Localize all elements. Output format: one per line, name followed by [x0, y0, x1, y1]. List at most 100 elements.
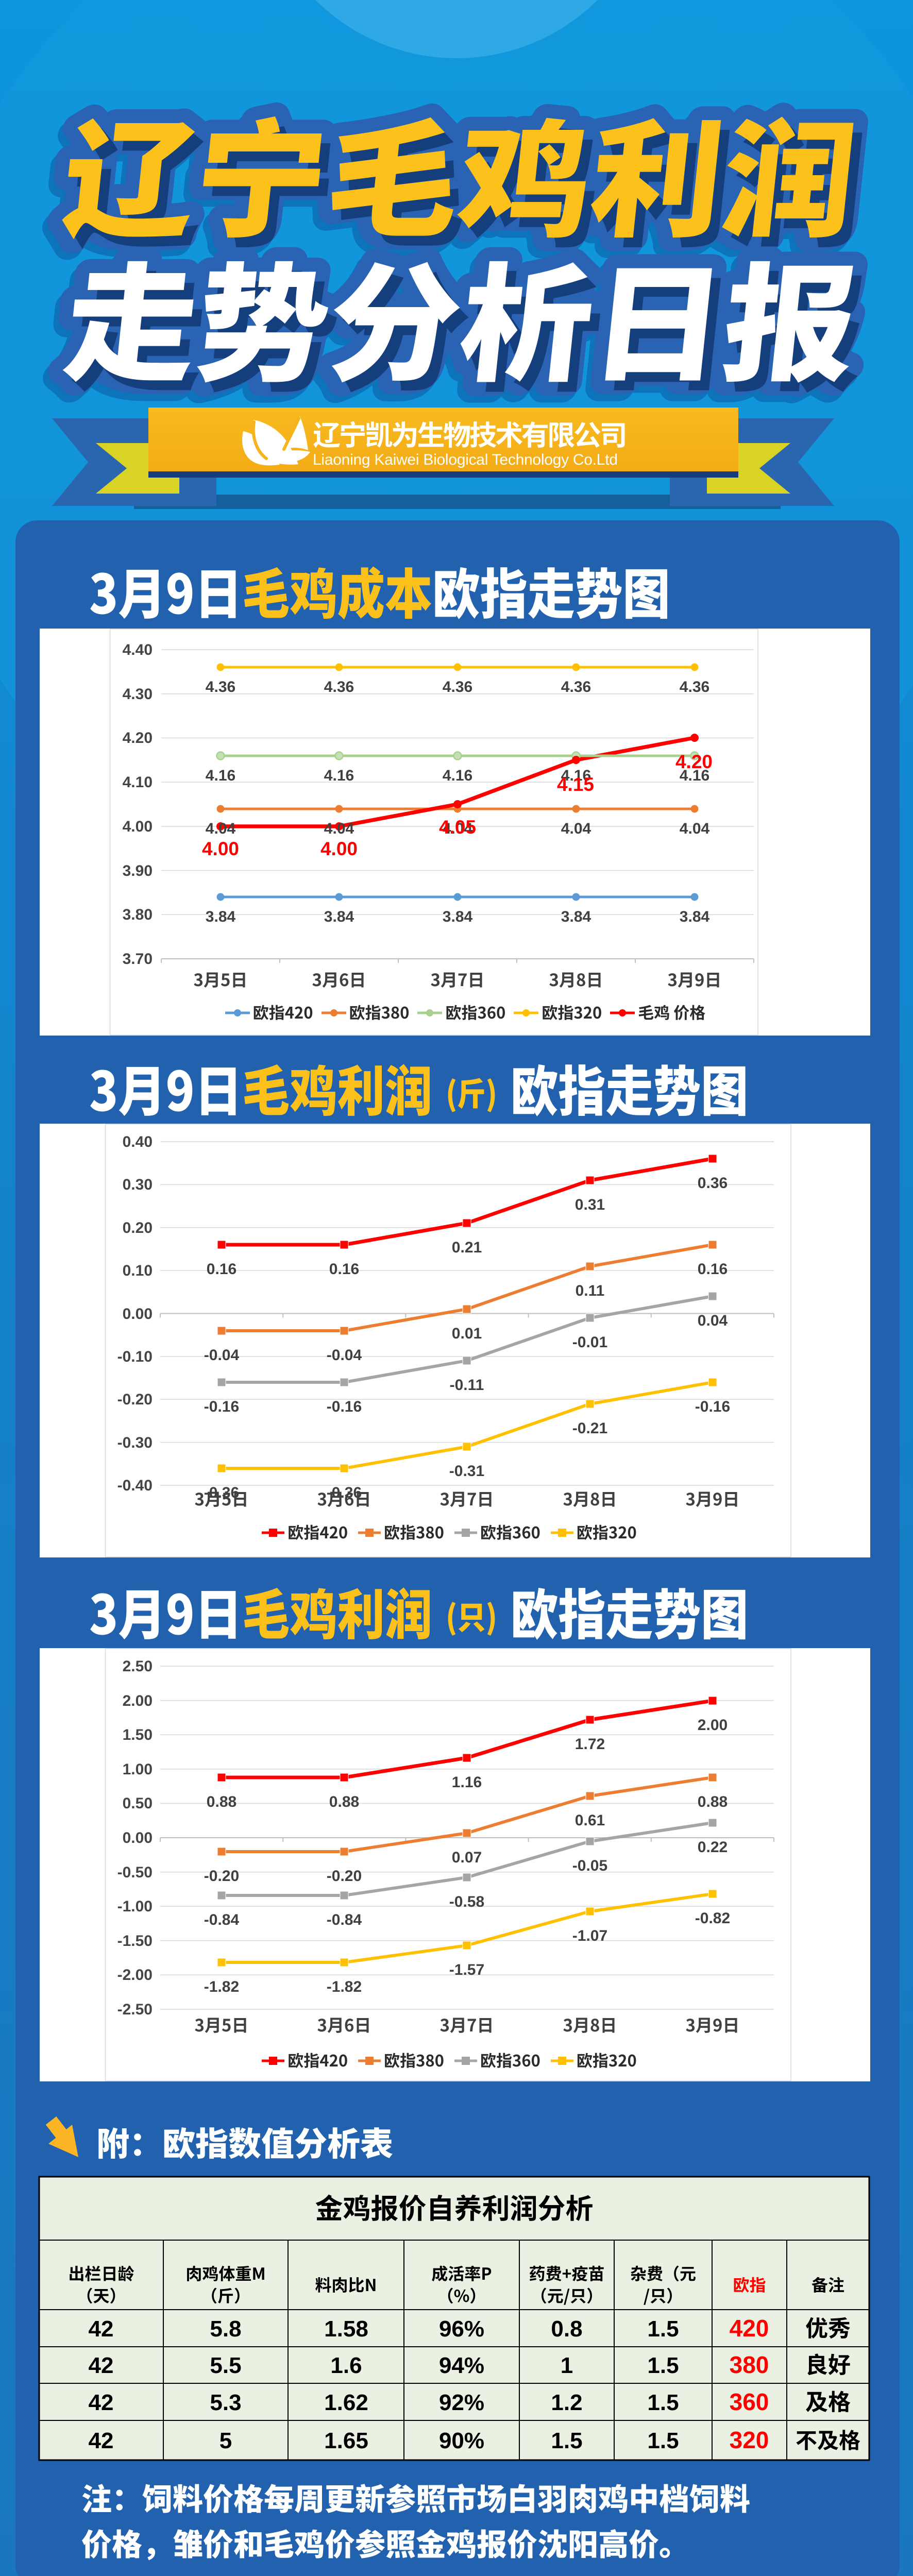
- svg-text:0.00: 0.00: [123, 1306, 153, 1323]
- svg-text:3.90: 3.90: [123, 862, 153, 879]
- svg-text:1.2: 1.2: [551, 2390, 582, 2415]
- svg-text:4.20: 4.20: [675, 751, 713, 772]
- svg-text:0.88: 0.88: [698, 1793, 728, 1810]
- svg-text:96%: 96%: [439, 2316, 484, 2342]
- svg-text:Liaoning Kaiwei Biological Tec: Liaoning Kaiwei Biological Technology Co…: [313, 451, 618, 468]
- svg-text:0.22: 0.22: [698, 1839, 728, 1856]
- svg-text:4.10: 4.10: [123, 774, 153, 791]
- svg-text:0.20: 0.20: [123, 1219, 153, 1236]
- svg-text:1.5: 1.5: [647, 2390, 679, 2415]
- svg-text:-1.82: -1.82: [327, 1978, 362, 1995]
- svg-text:4.15: 4.15: [557, 774, 594, 795]
- svg-text:-0.01: -0.01: [572, 1334, 607, 1351]
- svg-text:-0.82: -0.82: [695, 1910, 730, 1927]
- svg-text:-0.04: -0.04: [204, 1347, 240, 1364]
- svg-text:-0.16: -0.16: [327, 1398, 362, 1415]
- svg-text:0.88: 0.88: [207, 1793, 236, 1810]
- svg-text:0.61: 0.61: [575, 1812, 605, 1829]
- svg-text:1.00: 1.00: [123, 1761, 153, 1778]
- svg-text:4.30: 4.30: [123, 686, 153, 703]
- svg-text:0.04: 0.04: [698, 1312, 728, 1329]
- svg-text:4.04: 4.04: [561, 820, 591, 837]
- svg-text:4.04: 4.04: [206, 820, 236, 837]
- svg-text:2.50: 2.50: [123, 1658, 153, 1675]
- svg-text:1.72: 1.72: [575, 1736, 605, 1753]
- svg-text:4.00: 4.00: [202, 838, 239, 859]
- svg-text:-0.40: -0.40: [117, 1477, 153, 1494]
- svg-text:5.8: 5.8: [210, 2316, 241, 2342]
- svg-text:-0.21: -0.21: [572, 1420, 607, 1437]
- svg-text:1.16: 1.16: [452, 1774, 482, 1791]
- svg-text:-0.11: -0.11: [450, 1377, 484, 1394]
- svg-text:4.40: 4.40: [123, 641, 153, 658]
- svg-text:5.5: 5.5: [210, 2353, 241, 2378]
- svg-text:-0.20: -0.20: [117, 1391, 153, 1408]
- svg-text:-0.04: -0.04: [327, 1347, 362, 1364]
- svg-text:3.84: 3.84: [680, 908, 710, 925]
- svg-text:0.00: 0.00: [123, 1829, 153, 1846]
- svg-text:-0.58: -0.58: [449, 1893, 484, 1910]
- svg-text:94%: 94%: [439, 2353, 484, 2378]
- svg-text:420: 420: [730, 2315, 769, 2342]
- svg-text:1.5: 1.5: [647, 2353, 679, 2378]
- svg-text:-0.20: -0.20: [327, 1868, 362, 1885]
- svg-text:4.36: 4.36: [443, 679, 472, 696]
- svg-text:4.04: 4.04: [443, 820, 473, 837]
- svg-text:-1.50: -1.50: [117, 1933, 153, 1950]
- svg-text:92%: 92%: [439, 2390, 484, 2415]
- svg-text:1.58: 1.58: [324, 2316, 368, 2342]
- svg-text:42: 42: [89, 2316, 114, 2342]
- svg-text:4.16: 4.16: [680, 767, 709, 784]
- svg-text:-0.50: -0.50: [117, 1864, 153, 1881]
- svg-text:0.01: 0.01: [452, 1325, 482, 1342]
- svg-text:1.5: 1.5: [647, 2428, 679, 2453]
- svg-text:4.04: 4.04: [324, 820, 354, 837]
- svg-text:4.16: 4.16: [324, 767, 354, 784]
- svg-text:1.6: 1.6: [330, 2353, 362, 2378]
- svg-text:3.84: 3.84: [561, 908, 591, 925]
- svg-text:3.84: 3.84: [324, 908, 354, 925]
- svg-text:-0.84: -0.84: [204, 1911, 240, 1928]
- svg-text:-1.82: -1.82: [204, 1978, 239, 1995]
- svg-text:5: 5: [219, 2428, 232, 2453]
- svg-text:-0.31: -0.31: [449, 1463, 484, 1480]
- svg-text:1: 1: [561, 2353, 573, 2378]
- svg-text:2.00: 2.00: [698, 1717, 728, 1734]
- svg-text:4.16: 4.16: [443, 767, 472, 784]
- svg-text:-2.50: -2.50: [117, 2001, 153, 2018]
- svg-text:3.84: 3.84: [206, 908, 236, 925]
- svg-text:-1.57: -1.57: [449, 1961, 484, 1978]
- svg-text:0.36: 0.36: [698, 1175, 728, 1192]
- svg-text:3.80: 3.80: [123, 906, 153, 923]
- svg-text:4.04: 4.04: [680, 820, 710, 837]
- svg-text:0.30: 0.30: [123, 1176, 153, 1193]
- svg-text:0.40: 0.40: [123, 1133, 153, 1150]
- svg-text:-0.05: -0.05: [572, 1857, 607, 1874]
- svg-text:0.11: 0.11: [576, 1282, 605, 1299]
- svg-text:42: 42: [89, 2353, 114, 2378]
- svg-text:4.00: 4.00: [123, 818, 153, 835]
- svg-text:1.62: 1.62: [324, 2390, 368, 2415]
- svg-text:0.16: 0.16: [329, 1261, 359, 1278]
- svg-text:2.00: 2.00: [123, 1692, 153, 1709]
- svg-text:-0.84: -0.84: [327, 1911, 362, 1928]
- svg-text:320: 320: [730, 2427, 769, 2453]
- svg-text:4.36: 4.36: [324, 679, 354, 696]
- svg-text:4.00: 4.00: [320, 838, 358, 859]
- svg-text:0.21: 0.21: [452, 1239, 482, 1256]
- svg-text:90%: 90%: [439, 2428, 484, 2453]
- svg-text:1.50: 1.50: [123, 1726, 153, 1743]
- svg-text:0.8: 0.8: [551, 2316, 582, 2342]
- svg-text:42: 42: [89, 2428, 114, 2453]
- svg-text:5.3: 5.3: [210, 2390, 241, 2415]
- svg-text:-0.16: -0.16: [695, 1398, 730, 1415]
- svg-text:0.07: 0.07: [452, 1849, 482, 1866]
- svg-text:4.36: 4.36: [680, 679, 709, 696]
- svg-text:4.36: 4.36: [561, 679, 591, 696]
- svg-text:4.16: 4.16: [561, 767, 591, 784]
- svg-text:1.65: 1.65: [324, 2428, 368, 2453]
- svg-text:-0.10: -0.10: [117, 1348, 153, 1365]
- svg-text:-1.07: -1.07: [572, 1927, 607, 1944]
- svg-text:-0.30: -0.30: [117, 1434, 153, 1451]
- svg-text:0.16: 0.16: [698, 1261, 728, 1278]
